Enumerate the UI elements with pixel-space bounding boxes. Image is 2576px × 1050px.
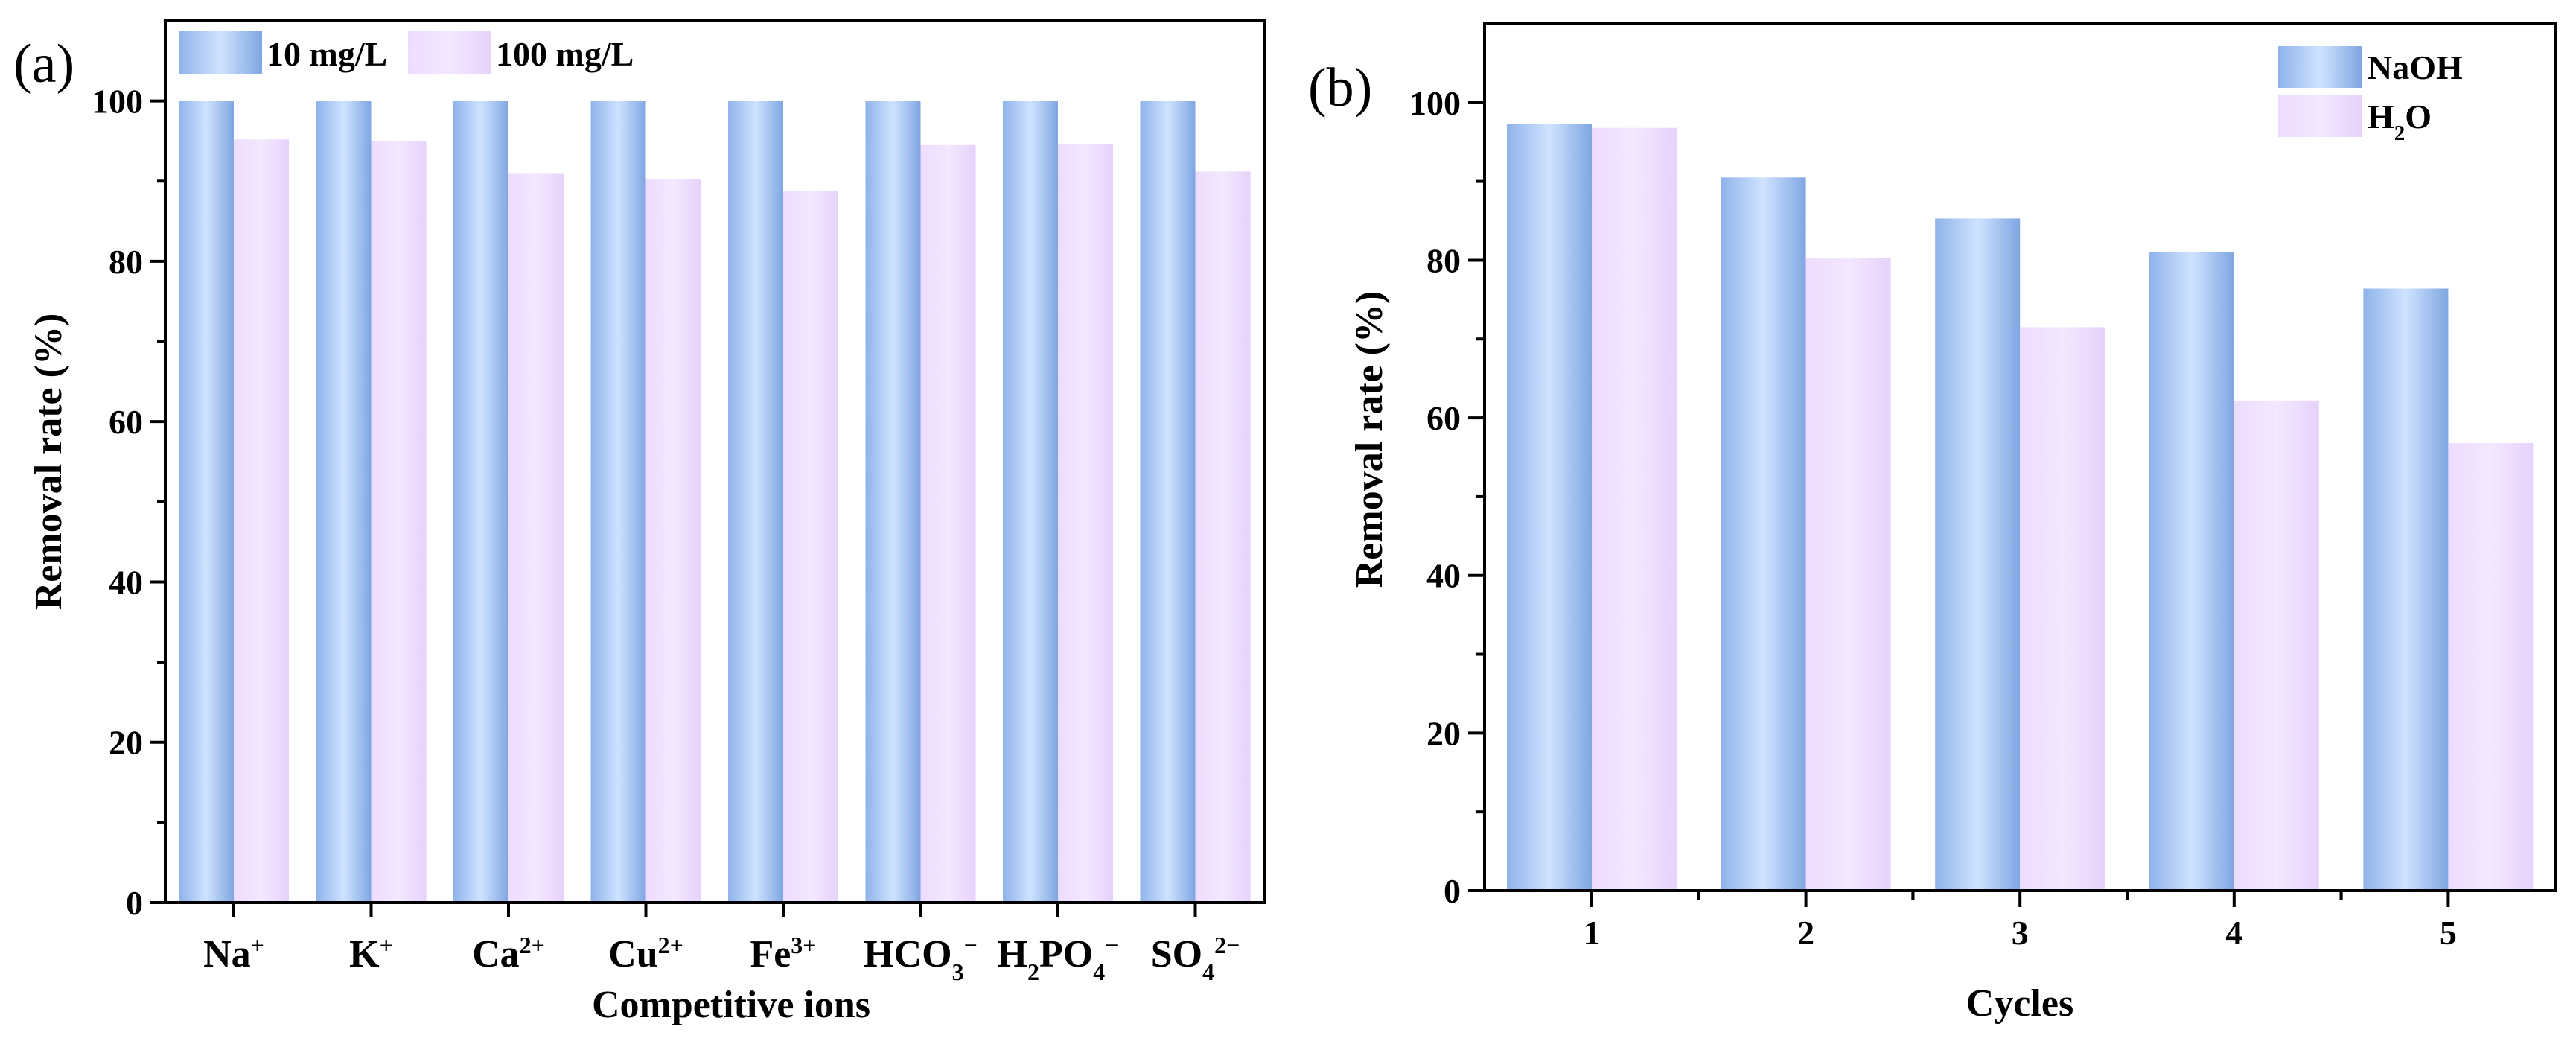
panel-a-x-tick-label-3: Ca2+ <box>472 932 545 976</box>
panel-a-label: (a) <box>13 34 74 95</box>
panel-a-x-ticks: Na+ K+ Ca2+ Cu2+ Fe3+ HCO3− H2PO4− SO42− <box>203 903 1240 985</box>
panel-a-bar-series2-6 <box>920 144 976 903</box>
panel-a-bars <box>179 101 1251 903</box>
panel-b-bar-series1-4 <box>2149 252 2234 891</box>
panel-a-bar-series1-4 <box>590 101 646 903</box>
panel-b-bar-series2-2 <box>1805 258 1891 891</box>
panel-a-y-tick-label: 100 <box>92 83 143 121</box>
panel-a-bar-series2-3 <box>508 173 564 903</box>
panel-a-bar-series1-8 <box>1140 101 1196 903</box>
panel-a-x-tick-label-2: K+ <box>349 932 393 976</box>
panel-b-bar-series1-3 <box>1935 218 2021 891</box>
panel-a-y-tick-label: 60 <box>109 403 143 441</box>
panel-b-bars <box>1507 124 2534 891</box>
panel-a-y-ticks: 0 20 40 60 80 100 <box>92 83 165 922</box>
panel-b-y-tick-label: 20 <box>1426 714 1461 752</box>
panel-a-x-tick-label-5: Fe3+ <box>750 932 816 976</box>
panel-b-x-tick-label-4: 4 <box>2225 914 2242 952</box>
panel-a-y-tick-label: 0 <box>126 884 143 922</box>
panel-b-label: (b) <box>1308 57 1372 118</box>
legend-label-100mg: 100 mg/L <box>496 35 634 73</box>
panel-a-bar-series1-5 <box>728 101 783 903</box>
panel-a-y-tick-label: 40 <box>109 563 143 601</box>
panel-a-x-tick-label-7: H2PO4− <box>998 932 1119 985</box>
panel-a-bar-series1-1 <box>179 101 234 903</box>
panel-b-x-axis-title: Cycles <box>1966 982 2073 1025</box>
panel-b-x-tick-label-5: 5 <box>2440 914 2457 952</box>
panel-a-bar-series1-7 <box>1003 101 1058 903</box>
panel-b-y-tick-label: 100 <box>1409 84 1461 122</box>
panel-a-legend: 10 mg/L 100 mg/L <box>179 31 634 74</box>
panel-a-x-tick-label-1: Na+ <box>203 932 264 976</box>
panel-a-x-axis-title: Competitive ions <box>592 984 870 1026</box>
panel-a-x-tick-label-8: SO42− <box>1151 932 1240 985</box>
panel-b-y-tick-label: 40 <box>1426 557 1461 595</box>
panel-a-frame <box>164 19 1266 904</box>
panel-a-bar-series2-2 <box>371 141 427 903</box>
panel-b-x-tick-label-1: 1 <box>1584 914 1601 952</box>
panel-a-bar-series2-4 <box>645 179 701 903</box>
panel-b-bar-series2-3 <box>2020 327 2105 891</box>
panel-b-y-ticks: 0 20 40 60 80 100 <box>1409 84 1485 910</box>
panel-b-bar-series1-5 <box>2363 288 2449 891</box>
panel-a-bar-series2-8 <box>1195 171 1251 903</box>
legend-label-h2o: H2O <box>2368 98 2432 145</box>
panel-b-bar-series2-5 <box>2448 443 2534 891</box>
panel-b-x-tick-label-2: 2 <box>1797 914 1814 952</box>
panel-a-bar-series2-1 <box>234 139 289 903</box>
panel-a-bar-series2-5 <box>783 191 838 903</box>
panel-a-y-tick-label: 80 <box>109 243 143 281</box>
legend-label-naoh: NaOH <box>2368 48 2463 86</box>
panel-b-bar-series1-1 <box>1507 124 1592 891</box>
panel-b-bar-series2-4 <box>2234 400 2319 891</box>
legend-swatch-100mg <box>408 31 491 74</box>
legend-swatch-naoh <box>2278 46 2362 88</box>
panel-a-bar-series1-3 <box>453 101 508 903</box>
panel-a-x-tick-label-4: Cu2+ <box>608 932 683 976</box>
panel-a-bar-series1-2 <box>316 101 372 903</box>
panel-a-bar-series2-7 <box>1058 144 1113 903</box>
panel-b-y-tick-label: 60 <box>1426 399 1461 437</box>
legend-label-10mg: 10 mg/L <box>267 35 387 73</box>
panel-a-y-axis-title: Removal rate (%) <box>28 314 70 611</box>
panel-a-y-tick-label: 20 <box>109 724 143 762</box>
panel-b-y-tick-label: 0 <box>1444 872 1461 910</box>
panel-b-bar-series2-1 <box>1592 127 1677 891</box>
panel-a-x-tick-label-6: HCO3− <box>864 932 978 985</box>
panel-b-y-axis-title: Removal rate (%) <box>1348 291 1391 588</box>
panel-a-chart: (a) 0 20 40 60 80 100 Na+ K+ Ca2+ Cu2+ Fe3+ HCO3− H… <box>13 19 1266 1026</box>
panel-b-x-tick-label-3: 3 <box>2012 914 2029 952</box>
panel-a-bar-series1-6 <box>865 101 921 903</box>
panel-b-chart: (b) 0 20 40 60 80 100 1 2 3 4 5 NaOH H2O Cycles R… <box>1308 22 2557 1025</box>
legend-swatch-h2o <box>2278 95 2362 137</box>
panel-b-legend: NaOH H2O <box>2278 46 2463 145</box>
panel-b-y-tick-label: 80 <box>1426 241 1461 279</box>
panel-b-x-ticks: 1 2 3 4 5 <box>1584 891 2457 952</box>
legend-swatch-10mg <box>179 31 262 74</box>
panel-b-bar-series1-2 <box>1721 177 1806 891</box>
